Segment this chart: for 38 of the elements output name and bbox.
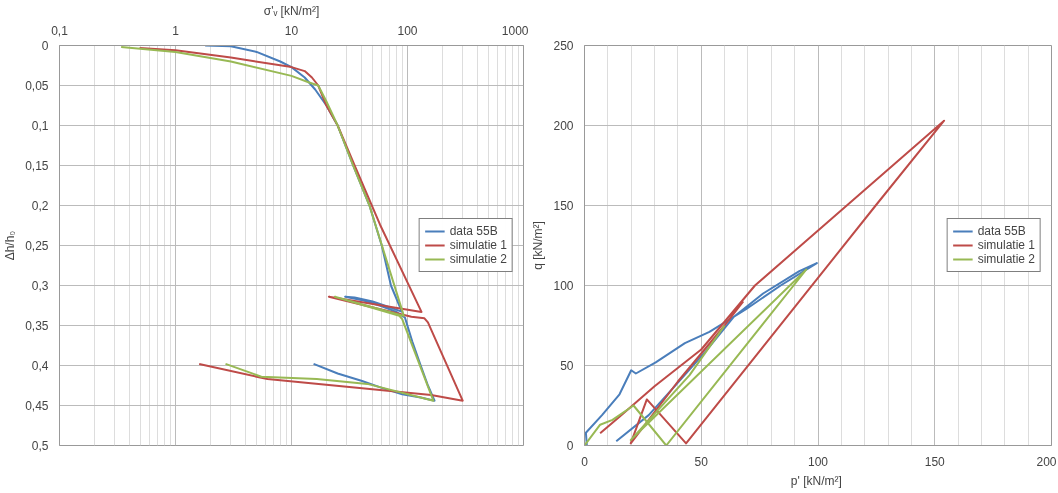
legend-label: simulatie 1 bbox=[449, 238, 507, 252]
y-tick-label: 50 bbox=[560, 359, 574, 373]
y-tick-label: 0,05 bbox=[25, 79, 49, 93]
x-tick-label: 10 bbox=[284, 23, 299, 38]
legend-label: simulatie 2 bbox=[449, 252, 507, 266]
x-tick-label: 200 bbox=[1036, 454, 1057, 469]
y-tick-label: 0,45 bbox=[25, 399, 49, 413]
x-tick-label: 1 bbox=[172, 23, 180, 38]
y-tick-label: 0 bbox=[566, 439, 574, 453]
y-tick-label: 150 bbox=[553, 199, 574, 213]
y-axis-title: Δh/h₀ bbox=[3, 230, 18, 261]
y-axis-title: q [kN/m²] bbox=[531, 221, 546, 270]
x-tick-label: 100 bbox=[397, 23, 418, 38]
y-tick-label: 250 bbox=[553, 39, 574, 53]
legend-label: data 55B bbox=[449, 224, 498, 238]
y-tick-label: 0,2 bbox=[31, 199, 49, 213]
x-axis-title: p' [kN/m²] bbox=[790, 473, 842, 488]
x-tick-label: 50 bbox=[694, 454, 709, 469]
x-tick-label: 150 bbox=[924, 454, 946, 469]
x-tick-label: 0,1 bbox=[51, 23, 69, 38]
legend-label: simulatie 1 bbox=[977, 238, 1035, 252]
x-axis-title: σ'ᵥ [kN/m²] bbox=[263, 3, 320, 18]
y-tick-label: 0 bbox=[41, 39, 49, 53]
x-tick-label: 0 bbox=[581, 454, 589, 469]
x-tick-label: 1000 bbox=[501, 23, 529, 38]
line-series bbox=[599, 119, 946, 445]
y-tick-label: 0,4 bbox=[31, 359, 49, 373]
y-tick-label: 0,3 bbox=[31, 279, 49, 293]
y-tick-label: 0,1 bbox=[31, 119, 49, 133]
y-tick-label: 100 bbox=[553, 279, 574, 293]
legend-label: data 55B bbox=[977, 224, 1026, 238]
y-tick-label: 0,5 bbox=[31, 439, 49, 453]
y-tick-label: 0,15 bbox=[25, 159, 49, 173]
legend-label: simulatie 2 bbox=[977, 252, 1035, 266]
y-tick-label: 200 bbox=[553, 119, 574, 133]
y-tick-label: 0,25 bbox=[25, 239, 49, 253]
x-tick-label: 100 bbox=[807, 454, 829, 469]
y-tick-label: 0,35 bbox=[25, 319, 49, 333]
